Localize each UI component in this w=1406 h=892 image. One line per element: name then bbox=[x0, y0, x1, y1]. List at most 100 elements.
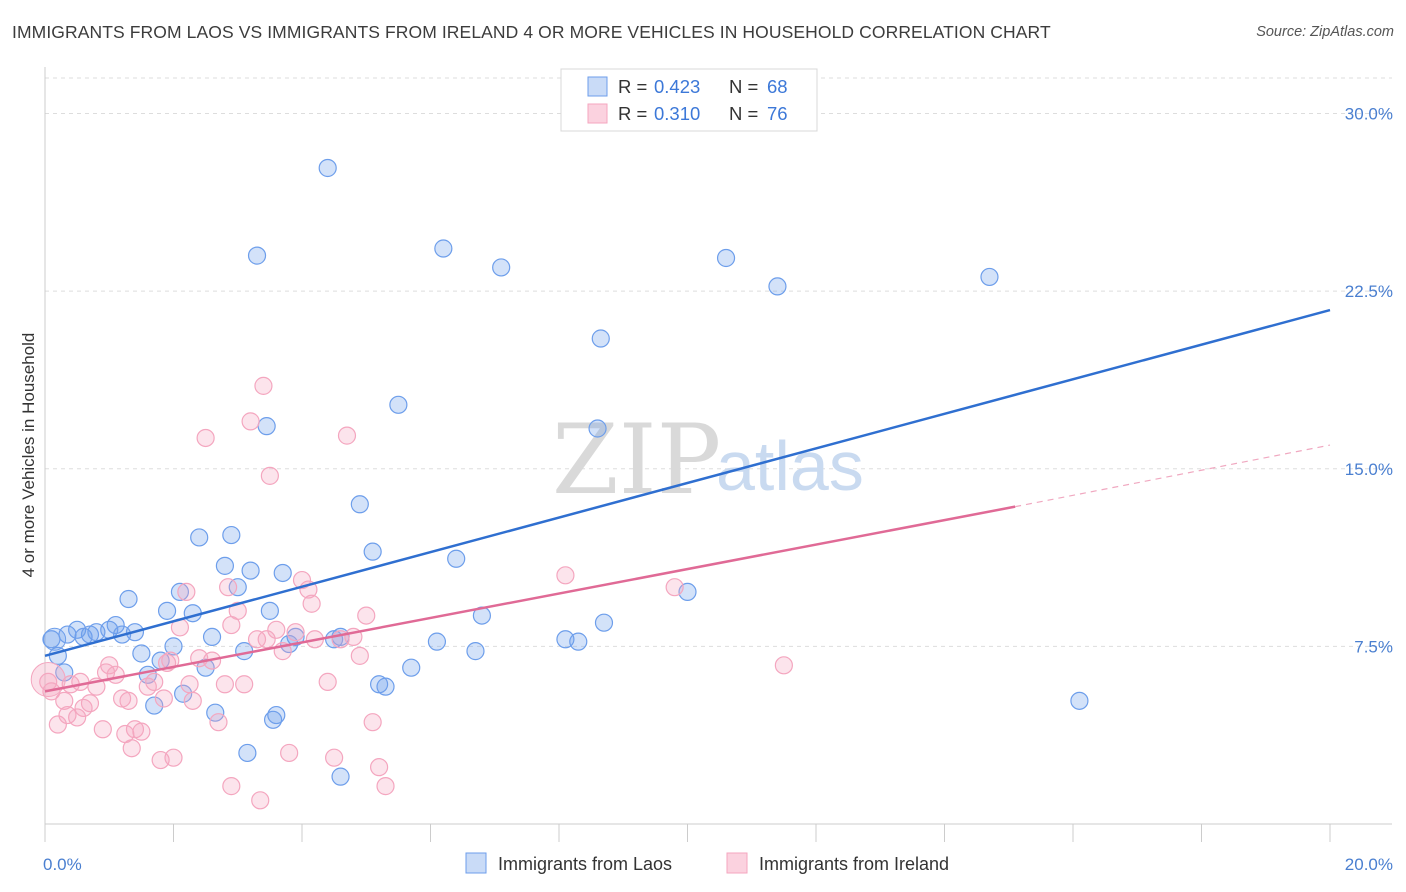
point-laos bbox=[132, 644, 151, 663]
chart-title: IMMIGRANTS FROM LAOS VS IMMIGRANTS FROM … bbox=[12, 22, 1051, 42]
y-tick-label: 22.5% bbox=[1345, 282, 1393, 301]
point-laos bbox=[196, 658, 215, 677]
point-ireland bbox=[774, 656, 793, 675]
point-ireland bbox=[122, 739, 141, 758]
point-laos bbox=[402, 658, 421, 677]
legend-r-label-laos: R = bbox=[618, 76, 647, 97]
point-ireland bbox=[106, 665, 125, 684]
point-ireland bbox=[132, 722, 151, 741]
point-ireland bbox=[325, 748, 344, 767]
point-ireland bbox=[100, 656, 119, 675]
x-tick-label-min: 0.0% bbox=[43, 855, 82, 874]
legend: R = 0.423 N = 68 R = 0.310 N = 76 bbox=[560, 68, 818, 132]
legend-n-value-laos: 68 bbox=[767, 76, 788, 97]
legend-r-value-laos: 0.423 bbox=[654, 76, 700, 97]
point-laos bbox=[157, 601, 177, 620]
point-laos bbox=[106, 615, 125, 635]
point-laos bbox=[588, 419, 607, 438]
point-ireland bbox=[251, 791, 270, 810]
point-laos bbox=[363, 542, 382, 561]
point-ireland bbox=[93, 720, 112, 739]
point-ireland bbox=[318, 672, 337, 692]
point-ireland bbox=[209, 713, 228, 732]
trend-line-ireland-extrapolated bbox=[1015, 444, 1331, 508]
y-tick-label: 30.0% bbox=[1345, 105, 1393, 124]
grid bbox=[45, 77, 1392, 647]
point-laos bbox=[267, 705, 286, 725]
bottom-legend-laos: Immigrants from Laos bbox=[498, 854, 672, 874]
point-ireland bbox=[247, 630, 267, 649]
point-ireland bbox=[68, 708, 87, 727]
point-ireland bbox=[164, 748, 183, 767]
x-tick-label-max: 20.0% bbox=[1345, 855, 1393, 874]
point-laos bbox=[569, 632, 588, 651]
point-ireland bbox=[145, 672, 164, 692]
point-laos bbox=[170, 582, 190, 602]
point-ireland bbox=[55, 691, 74, 710]
point-ireland bbox=[71, 672, 90, 692]
point-ireland bbox=[180, 675, 199, 694]
point-ireland bbox=[177, 582, 196, 602]
point-laos bbox=[257, 417, 276, 436]
y-axis-label: 4 or more Vehicles in Household bbox=[19, 333, 38, 578]
point-laos bbox=[164, 637, 183, 656]
point-ireland bbox=[215, 675, 234, 694]
point-ireland bbox=[222, 777, 241, 796]
point-laos bbox=[492, 258, 511, 277]
point-laos bbox=[260, 601, 279, 620]
source-label: Source: ZipAtlas.com bbox=[1256, 24, 1394, 40]
point-ireland bbox=[350, 646, 369, 665]
legend-swatch-laos bbox=[587, 76, 608, 97]
point-ireland bbox=[235, 675, 254, 694]
axes bbox=[44, 67, 1392, 842]
ticks: 7.5% 15.0% 22.5% 30.0% 0.0% 20.0% bbox=[43, 105, 1393, 874]
point-ireland bbox=[219, 578, 238, 597]
point-ireland bbox=[302, 594, 321, 613]
point-laos bbox=[447, 549, 466, 568]
point-laos bbox=[376, 677, 395, 696]
point-laos bbox=[238, 743, 257, 763]
point-ireland bbox=[119, 691, 138, 710]
point-ireland bbox=[228, 601, 247, 620]
legend-n-value-ireland: 76 bbox=[767, 103, 788, 124]
point-ireland bbox=[357, 606, 376, 625]
legend-n-label-ireland: N = bbox=[729, 103, 758, 124]
point-laos-cluster bbox=[43, 627, 67, 651]
point-laos bbox=[247, 246, 267, 265]
point-ireland bbox=[196, 428, 215, 448]
point-laos bbox=[427, 632, 447, 651]
point-laos bbox=[350, 495, 369, 514]
point-laos bbox=[190, 528, 209, 547]
point-laos bbox=[318, 158, 337, 178]
point-laos bbox=[594, 613, 614, 632]
point-laos bbox=[331, 767, 350, 786]
point-laos bbox=[174, 684, 193, 703]
point-laos bbox=[206, 703, 225, 722]
point-laos bbox=[768, 277, 787, 296]
legend-swatch-ireland bbox=[587, 103, 608, 124]
point-laos bbox=[145, 696, 164, 715]
legend-r-value-ireland: 0.310 bbox=[654, 103, 700, 124]
y-tick-label: 15.0% bbox=[1345, 460, 1393, 479]
bottom-legend-swatch-laos bbox=[465, 852, 487, 874]
point-ireland bbox=[161, 651, 180, 670]
legend-r-label-ireland: R = bbox=[618, 103, 647, 124]
trend-lines bbox=[44, 308, 1331, 693]
point-laos bbox=[273, 563, 292, 583]
watermark-zip: ZIP bbox=[552, 404, 721, 516]
point-laos bbox=[591, 329, 610, 348]
point-ireland bbox=[80, 694, 100, 713]
point-ireland bbox=[241, 412, 260, 431]
point-laos bbox=[716, 248, 736, 268]
point-laos bbox=[228, 578, 247, 597]
point-ireland bbox=[183, 691, 202, 710]
point-laos bbox=[434, 239, 453, 258]
point-ireland bbox=[254, 376, 273, 395]
point-ireland bbox=[280, 743, 299, 763]
point-ireland bbox=[286, 623, 305, 642]
bottom-legend: Immigrants from Laos Immigrants from Ire… bbox=[465, 852, 949, 874]
point-ireland bbox=[370, 758, 389, 777]
point-ireland bbox=[376, 777, 395, 796]
trend-line-ireland bbox=[44, 505, 1016, 693]
